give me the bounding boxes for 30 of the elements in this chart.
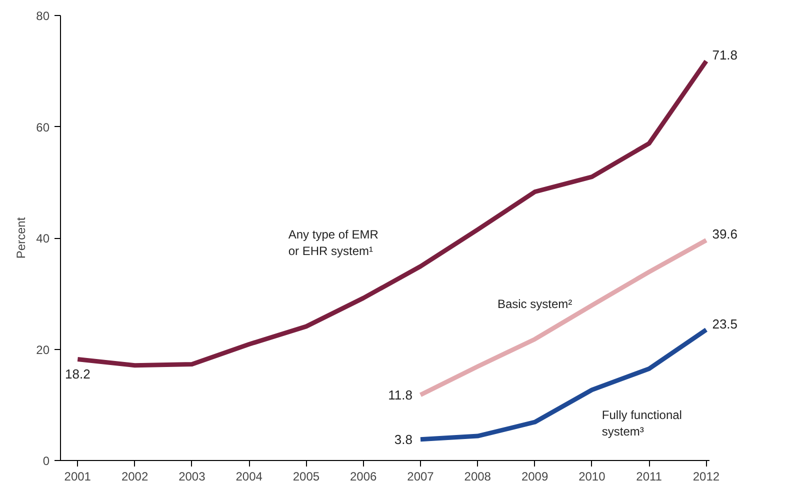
x-tick-label: 2012	[692, 470, 720, 484]
x-tick-label: 2004	[236, 470, 263, 484]
x-tick-label: 2008	[464, 470, 492, 484]
data-label: 18.2	[64, 366, 90, 382]
data-label: 3.8	[394, 432, 413, 447]
y-tick-label: 80	[36, 9, 50, 23]
y-tick-label: 0	[42, 454, 50, 468]
x-tick-label: 2009	[521, 470, 548, 484]
x-tick-label: 2011	[636, 470, 662, 484]
y-axis-title: Percent	[14, 216, 28, 259]
x-tick-label: 2001	[64, 470, 92, 484]
text: Any type of EMR or EHR system¹	[288, 227, 379, 258]
data-label: 71.8	[712, 48, 738, 63]
x-tick-label: 2007	[407, 470, 434, 484]
x-tick-label: 2003	[178, 470, 206, 484]
x-tick-label: 2005	[292, 470, 320, 484]
series-label: Fully functional system³	[602, 408, 682, 439]
x-tick-label: 2010	[578, 470, 606, 484]
x-tick-label: 2006	[350, 470, 378, 484]
line-series	[418, 328, 708, 442]
data-label: 39.6	[712, 226, 738, 242]
y-tick-label: 20	[36, 342, 50, 357]
data-label: 23.5	[712, 316, 738, 332]
line-series	[418, 238, 708, 398]
x-tick-label: 2002	[121, 470, 148, 484]
y-tick-label: 60	[36, 120, 50, 134]
data-label: 11.8	[388, 387, 413, 402]
y-tick-label: 40	[36, 232, 50, 246]
series-label: Basic system²	[497, 297, 572, 312]
line-series	[75, 58, 708, 368]
